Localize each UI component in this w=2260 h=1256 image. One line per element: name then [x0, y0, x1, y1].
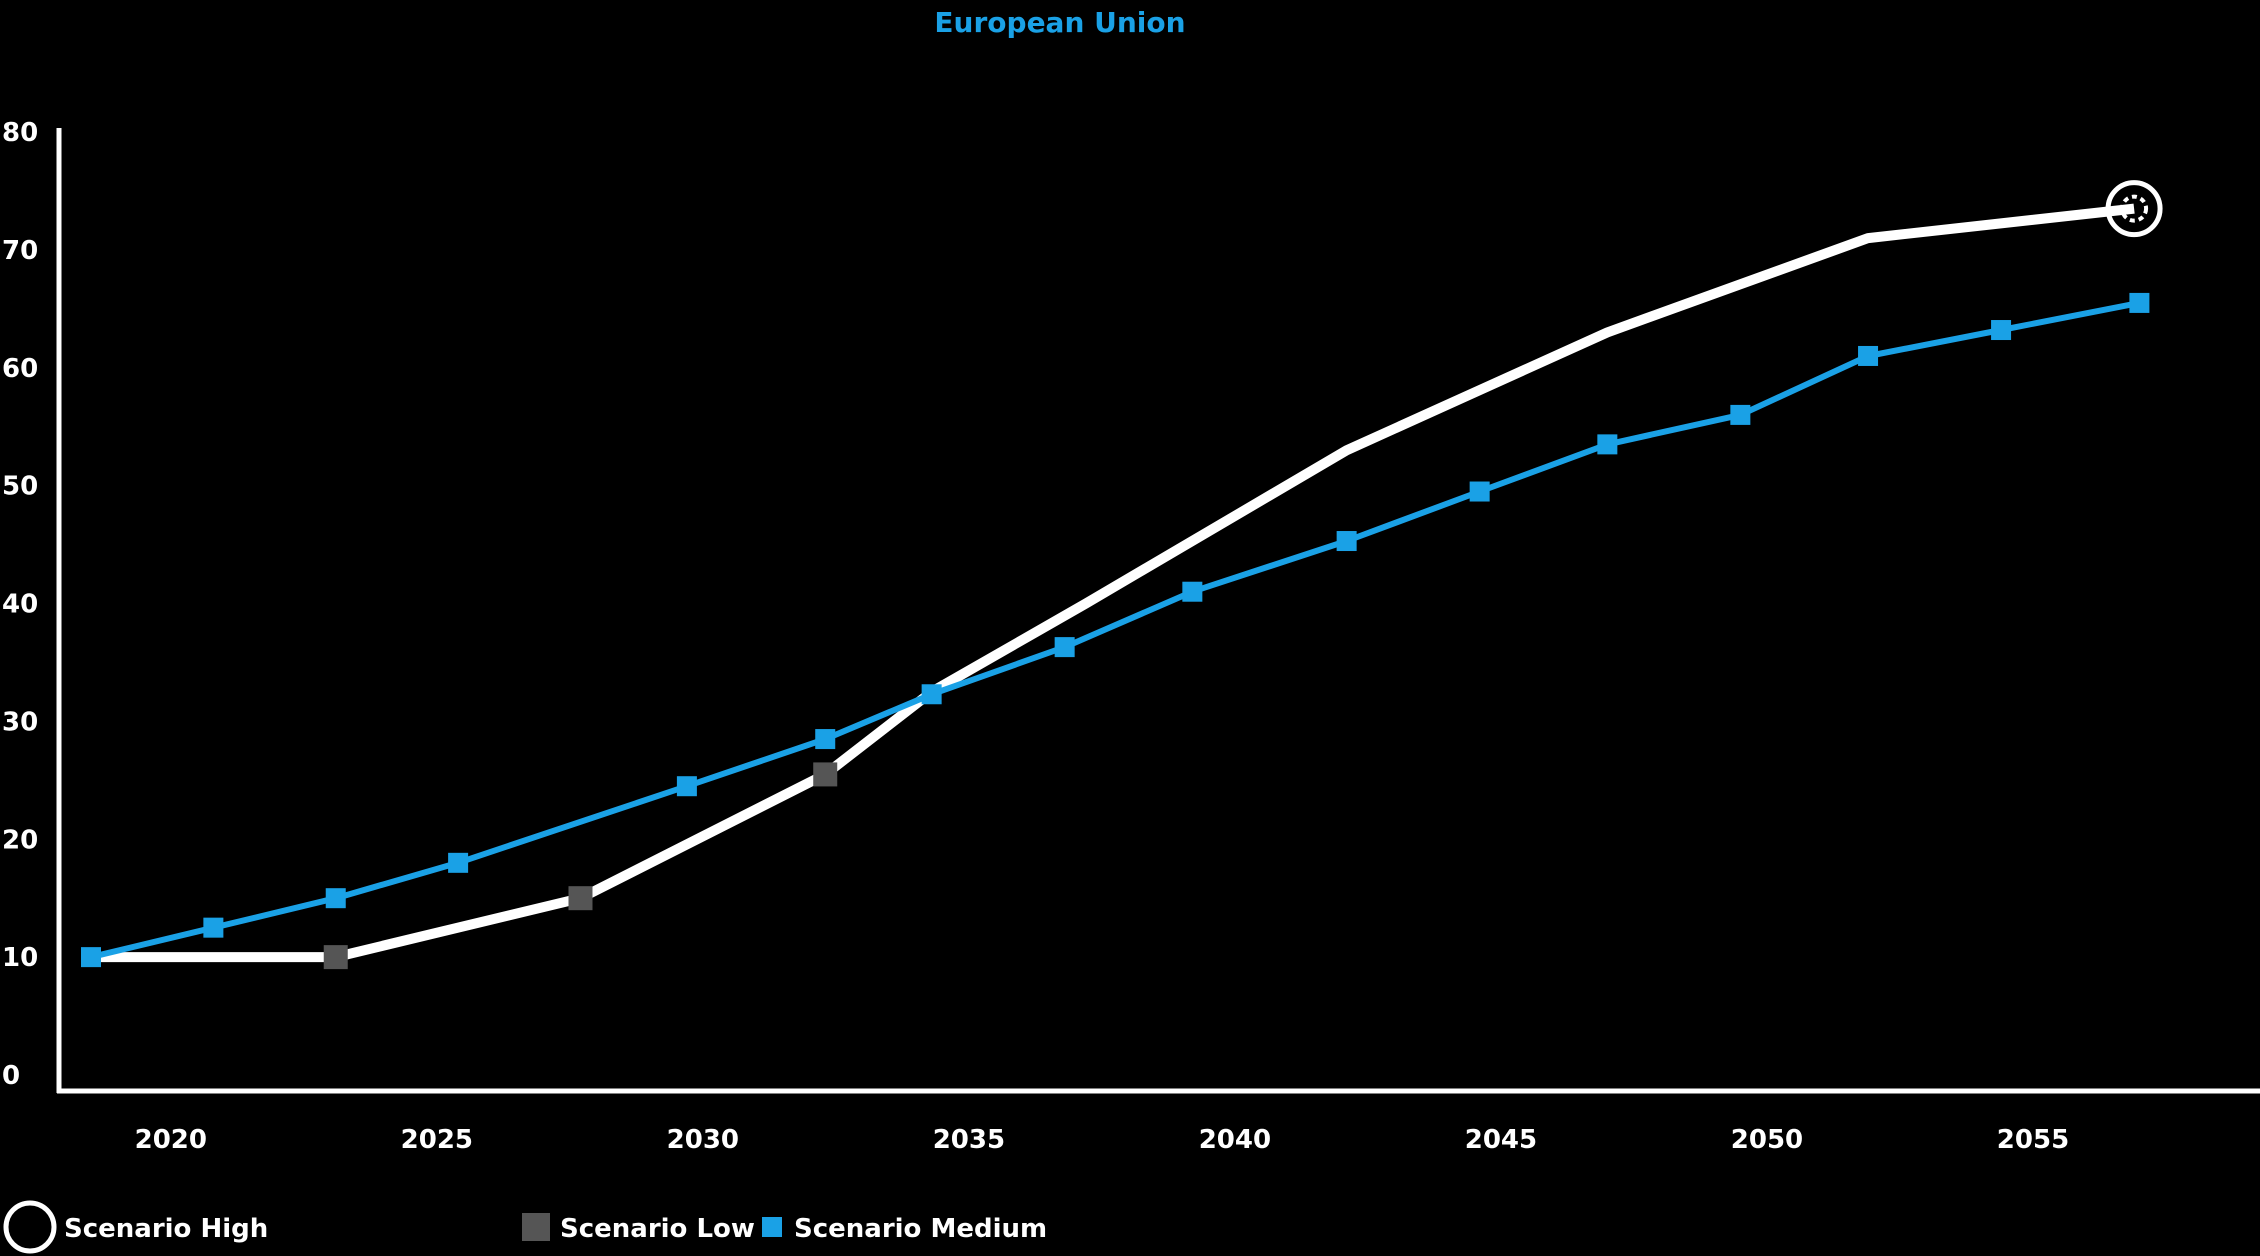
x-tick-label: 2035 — [933, 1125, 1005, 1155]
y-axis-ticks: 0 10 20 30 40 50 60 70 80 — [2, 118, 38, 1091]
series-line — [90, 299, 2140, 961]
x-tick-label: 2050 — [1731, 1125, 1803, 1155]
data-point — [1858, 345, 1879, 366]
y-tick-label: 80 — [2, 118, 38, 148]
legend: Scenario High Scenario Low Scenario Medium — [3, 1200, 1047, 1254]
x-axis-ticks: 2020 2025 2030 2035 2040 2045 2050 2055 — [135, 1125, 2070, 1155]
y-tick-label: 60 — [2, 354, 38, 384]
x-tick-label: 2055 — [1997, 1125, 2069, 1155]
y-tick-label: 20 — [2, 825, 38, 855]
data-point — [1336, 531, 1357, 552]
data-point — [815, 729, 836, 750]
x-tick-label: 2045 — [1465, 1125, 1537, 1155]
data-point — [1597, 434, 1618, 455]
data-point — [676, 776, 697, 797]
legend-item: Scenario Medium — [762, 1214, 1047, 1244]
legend-item: Scenario High — [3, 1200, 268, 1254]
data-point — [203, 917, 224, 938]
series-layer — [81, 180, 2163, 970]
data-point-inner — [2120, 194, 2149, 223]
chart-title: European Union — [934, 6, 1185, 39]
series-scenario-high — [91, 180, 2163, 963]
legend-symbol — [762, 1217, 782, 1237]
y-tick-label: 70 — [2, 236, 38, 266]
data-point — [2129, 292, 2150, 313]
data-point — [325, 888, 346, 909]
x-tick-label: 2040 — [1199, 1125, 1271, 1155]
data-point — [813, 762, 838, 787]
legend-label: Scenario Medium — [794, 1214, 1047, 1244]
series-line — [91, 203, 2135, 963]
data-point — [1469, 481, 1490, 502]
data-point — [1054, 637, 1075, 658]
y-tick-label: 0 — [2, 1061, 20, 1091]
x-tick-label: 2030 — [667, 1125, 739, 1155]
data-point — [1991, 320, 2012, 341]
data-point — [921, 684, 942, 705]
legend-label: Scenario Low — [560, 1214, 755, 1244]
x-tick-label: 2025 — [401, 1125, 473, 1155]
data-point — [448, 852, 469, 873]
data-point — [81, 947, 101, 968]
legend-label: Scenario High — [64, 1214, 268, 1244]
y-tick-label: 10 — [2, 943, 38, 973]
data-point — [1730, 404, 1751, 425]
series-scenario-medium — [81, 292, 2150, 968]
legend-symbol — [522, 1213, 550, 1241]
y-tick-label: 30 — [2, 707, 38, 737]
legend-symbol — [3, 1200, 57, 1254]
data-point — [568, 886, 593, 911]
data-point — [1182, 581, 1203, 602]
data-point — [323, 945, 348, 970]
y-tick-label: 40 — [2, 590, 38, 620]
x-tick-label: 2020 — [135, 1125, 207, 1155]
series-scenario-low — [323, 762, 838, 970]
data-point — [2105, 180, 2163, 238]
y-tick-label: 50 — [2, 472, 38, 502]
legend-item: Scenario Low — [522, 1213, 755, 1244]
